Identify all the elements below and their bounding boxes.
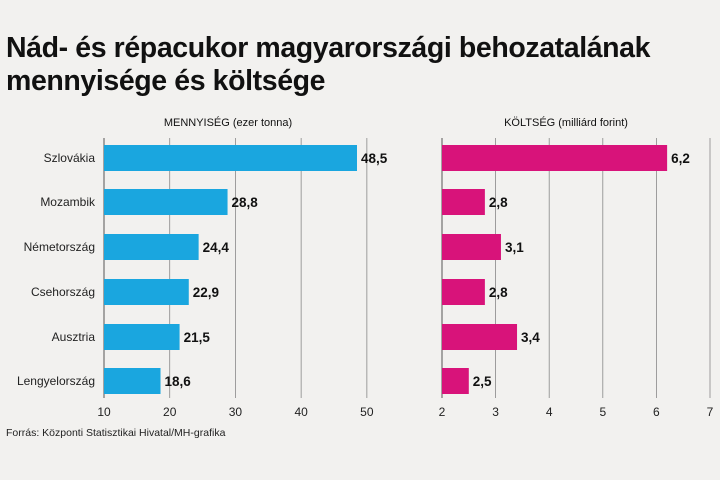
cost-bar [442,279,485,305]
cost-tick-label-2: 2 [439,405,446,419]
category-label: Lengyelország [17,374,95,388]
cost-bar [442,234,501,260]
cost-value-label: 3,1 [505,240,524,255]
quantity-value-label: 18,6 [165,374,192,389]
quantity-value-label: 24,4 [203,240,230,255]
cost-panel-title: KÖLTSÉG (milliárd forint) [504,116,628,129]
category-label: Szlovákia [44,151,96,165]
cost-tick-label-5: 5 [599,405,606,419]
cost-value-label: 2,8 [489,195,508,210]
quantity-tick-label-50: 50 [360,405,374,419]
quantity-value-label: 22,9 [193,285,219,300]
category-label: Ausztria [52,330,96,344]
quantity-bar [104,279,189,305]
cost-bar [442,324,518,350]
quantity-bar [104,145,357,171]
quantity-value-label: 48,5 [361,151,388,166]
quantity-value-label: 21,5 [184,330,211,345]
cost-bar [442,145,668,171]
quantity-bar [104,368,161,394]
quantity-tick-label-40: 40 [294,405,308,419]
quantity-tick-label-30: 30 [229,405,243,419]
chart-title: Nád- és répacukor magyarországi behozata… [6,32,651,97]
cost-value-label: 6,2 [671,151,690,166]
cost-tick-label-3: 3 [492,405,499,419]
cost-bar [442,368,469,394]
cost-value-label: 2,5 [473,374,492,389]
cost-value-label: 3,4 [521,330,540,345]
quantity-tick-label-10: 10 [97,405,111,419]
quantity-bar [104,234,199,260]
category-label: Mozambik [40,195,96,209]
quantity-value-label: 28,8 [232,195,259,210]
cost-value-label: 2,8 [489,285,508,300]
quantity-panel-title: MENNYISÉG (ezer tonna) [164,116,292,129]
quantity-bar [104,189,228,215]
cost-bar [442,189,485,215]
source-note: Forrás: Központi Statisztikai Hivatal/MH… [6,427,226,439]
quantity-tick-label-20: 20 [163,405,177,419]
cost-tick-label-7: 7 [707,405,714,419]
category-label: Csehország [31,285,95,299]
category-label: Németország [24,240,95,254]
cost-tick-label-4: 4 [546,405,553,419]
cost-tick-label-6: 6 [653,405,660,419]
quantity-bar [104,324,180,350]
